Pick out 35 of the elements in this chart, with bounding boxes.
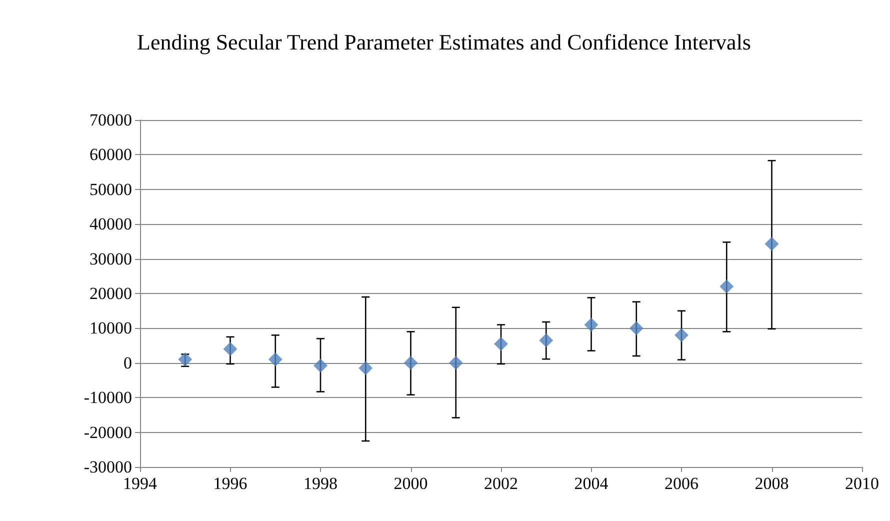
x-tick-label: 1994 xyxy=(123,474,158,493)
point xyxy=(178,352,192,366)
x-tick-label: 1998 xyxy=(304,474,338,493)
y-tick-label: 70000 xyxy=(90,110,132,130)
point xyxy=(314,358,328,373)
point xyxy=(764,236,779,251)
point xyxy=(448,356,463,370)
y-tick-label: 30000 xyxy=(90,249,132,268)
y-tick-label: -10000 xyxy=(84,388,132,408)
y-tick-label: 40000 xyxy=(90,214,132,234)
point xyxy=(223,342,238,356)
point xyxy=(494,336,508,351)
point xyxy=(674,328,688,342)
x-tick-label: 2008 xyxy=(754,474,789,493)
point xyxy=(629,321,644,336)
point xyxy=(404,356,418,370)
point xyxy=(539,333,554,348)
y-tick-label: 10000 xyxy=(90,318,132,338)
y-tick-label: 50000 xyxy=(90,180,132,199)
point xyxy=(268,352,282,366)
x-tick-label: 2002 xyxy=(484,474,518,493)
y-tick-label: 0 xyxy=(124,353,132,372)
point xyxy=(720,280,734,294)
x-tick-label: 1996 xyxy=(213,474,248,493)
x-tick-label: 2006 xyxy=(664,474,698,493)
point xyxy=(584,318,598,332)
y-tick-label: -20000 xyxy=(84,422,132,442)
y-tick-label: 60000 xyxy=(90,145,132,164)
x-tick-label: 2000 xyxy=(394,474,428,493)
x-tick-label: 2004 xyxy=(574,474,609,493)
y-tick-label: 20000 xyxy=(90,284,132,303)
point xyxy=(358,361,373,376)
chart-title: Lending Secular Trend Parameter Estimates and Confidence Intervals xyxy=(137,30,751,54)
y-tick-label: -30000 xyxy=(84,458,132,476)
x-tick-label: 2010 xyxy=(845,474,879,493)
